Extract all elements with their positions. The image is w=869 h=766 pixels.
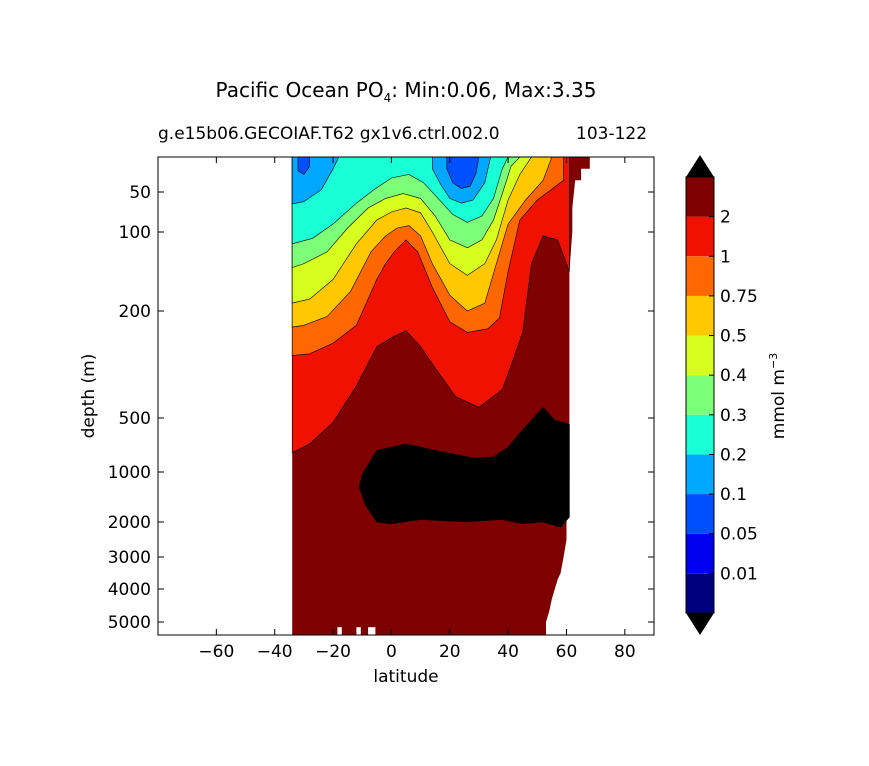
x-tick-label: −60 <box>198 642 234 662</box>
x-tick-label: 80 <box>614 642 636 662</box>
y-tick-label: 1000 <box>108 463 151 483</box>
colorbar-segment <box>686 335 714 376</box>
colorbar-segment <box>686 533 714 574</box>
topography-gap <box>368 627 376 635</box>
x-axis-label: latitude <box>373 667 438 687</box>
chart-title-suffix: : Min:0.06, Max:3.35 <box>391 78 597 102</box>
x-tick-label: 0 <box>386 642 397 662</box>
colorbar-segment <box>686 454 714 495</box>
topography-gap <box>337 627 342 635</box>
colorbar-tick-label: 1 <box>720 247 731 267</box>
y-tick-label: 100 <box>119 223 151 243</box>
chart-title: Pacific Ocean PO4: Min:0.06, Max:3.35 <box>0 78 812 105</box>
colorbar-tick-label: 0.1 <box>720 485 747 505</box>
colorbar-tick-label: 0.01 <box>720 564 758 584</box>
colorbar-frame <box>685 176 715 614</box>
colorbar: 0.01 0.05 0.1 0.2 0.3 0.4 0.5 0.75 1 2 <box>685 155 758 635</box>
contour-band-extend-high <box>358 406 570 528</box>
y-tick-label: 50 <box>129 183 151 203</box>
colorbar-tick-label: 0.05 <box>720 525 758 545</box>
colorbar-segment <box>686 295 714 336</box>
x-axis: −60 −40 −20 0 20 40 60 80 <box>198 157 636 662</box>
colorbar-segment <box>686 256 714 296</box>
x-tick-label: −40 <box>257 642 293 662</box>
colorbar-extend-high <box>686 155 714 177</box>
contour-band-005-01-north <box>446 157 480 189</box>
y-tick-label: 200 <box>119 302 151 322</box>
y-axis: 50 100 200 500 1000 2000 3000 4000 5000 <box>108 183 654 633</box>
y-tick-label: 3000 <box>108 548 151 568</box>
x-tick-label: 20 <box>439 642 461 662</box>
y-axis-label: depth (m) <box>79 354 99 439</box>
colorbar-tick-label: 0.75 <box>720 287 758 307</box>
colorbar-segment <box>686 375 714 415</box>
colorbar-tick-label: 0.3 <box>720 406 747 426</box>
colorbar-segment <box>686 177 714 217</box>
y-tick-label: 4000 <box>108 580 151 600</box>
colorbar-tick-label: 0.5 <box>720 327 747 347</box>
plot-frame <box>157 156 655 636</box>
topography-gap <box>356 627 361 635</box>
colorbar-segment <box>686 573 714 613</box>
colorbar-segment <box>686 494 714 534</box>
chart-title-prefix: Pacific Ocean PO <box>215 78 384 102</box>
plot-area <box>291 157 590 635</box>
colorbar-label: mmol m−3 <box>767 353 789 439</box>
y-tick-label: 5000 <box>108 613 151 633</box>
colorbar-tick-label: 2 <box>720 208 731 228</box>
colorbar-segment <box>686 414 714 455</box>
y-tick-label: 500 <box>119 409 151 429</box>
colorbar-tick-label: 0.2 <box>720 445 747 465</box>
colorbar-tick-label: 0.4 <box>720 366 747 386</box>
contour-band-005-01 <box>297 157 310 175</box>
chart-title-subscript: 4 <box>383 91 392 105</box>
case-name-label: g.e15b06.GECOIAF.T62 gx1v6.ctrl.002.0 <box>158 124 500 144</box>
y-tick-label: 2000 <box>108 513 151 533</box>
x-tick-label: 60 <box>556 642 578 662</box>
colorbar-extend-low <box>686 613 714 635</box>
x-tick-label: 40 <box>497 642 519 662</box>
colorbar-segment <box>686 216 714 257</box>
years-label: 103-122 <box>576 124 648 144</box>
x-tick-label: −20 <box>315 642 351 662</box>
